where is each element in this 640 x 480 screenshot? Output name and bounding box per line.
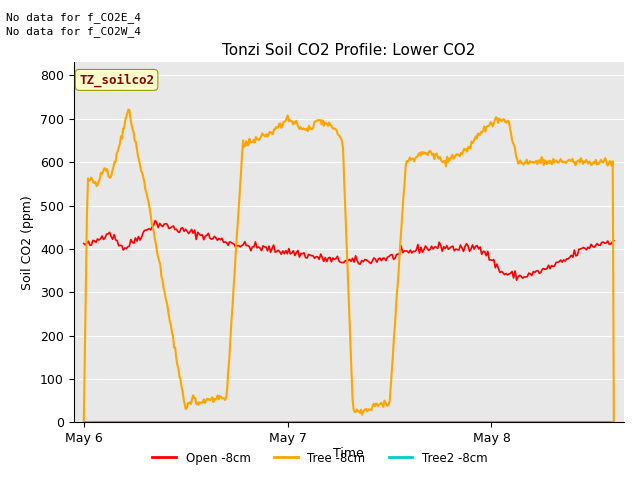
Y-axis label: Soil CO2 (ppm): Soil CO2 (ppm) [21, 195, 35, 290]
Legend: Open -8cm, Tree -8cm, Tree2 -8cm: Open -8cm, Tree -8cm, Tree2 -8cm [148, 447, 492, 469]
X-axis label: Time: Time [333, 446, 364, 459]
Text: TZ_soilco2: TZ_soilco2 [79, 73, 154, 86]
Text: No data for f_CO2E_4: No data for f_CO2E_4 [6, 12, 141, 23]
Text: No data for f_CO2W_4: No data for f_CO2W_4 [6, 26, 141, 37]
Title: Tonzi Soil CO2 Profile: Lower CO2: Tonzi Soil CO2 Profile: Lower CO2 [222, 44, 476, 59]
